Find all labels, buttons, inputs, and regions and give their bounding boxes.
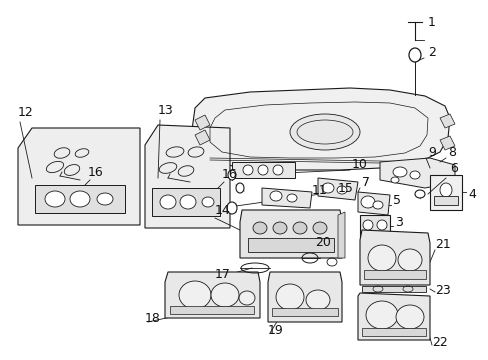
Text: 21: 21 <box>434 238 450 251</box>
Text: 15: 15 <box>337 181 353 194</box>
Text: 1: 1 <box>427 15 435 28</box>
Ellipse shape <box>409 171 419 179</box>
FancyBboxPatch shape <box>363 270 425 279</box>
Ellipse shape <box>286 194 296 202</box>
Polygon shape <box>18 128 140 225</box>
Ellipse shape <box>202 197 214 207</box>
Ellipse shape <box>179 281 210 309</box>
Ellipse shape <box>227 170 236 180</box>
Text: 17: 17 <box>215 269 230 282</box>
Text: 6: 6 <box>449 162 457 175</box>
Ellipse shape <box>275 284 304 310</box>
Ellipse shape <box>97 193 113 205</box>
Ellipse shape <box>321 183 333 193</box>
Polygon shape <box>240 210 341 258</box>
Ellipse shape <box>243 165 252 175</box>
Ellipse shape <box>408 48 420 62</box>
Ellipse shape <box>252 222 266 234</box>
Ellipse shape <box>336 186 346 194</box>
Ellipse shape <box>367 245 395 271</box>
Text: 16: 16 <box>222 168 237 181</box>
Ellipse shape <box>258 165 267 175</box>
Polygon shape <box>262 188 311 208</box>
Ellipse shape <box>272 165 283 175</box>
Ellipse shape <box>397 249 421 271</box>
Ellipse shape <box>392 167 406 177</box>
Text: 9: 9 <box>427 145 435 158</box>
Text: 5: 5 <box>392 194 400 207</box>
Ellipse shape <box>376 220 386 230</box>
FancyBboxPatch shape <box>152 188 220 216</box>
Polygon shape <box>145 125 229 228</box>
Ellipse shape <box>269 191 282 201</box>
Ellipse shape <box>160 195 176 209</box>
FancyBboxPatch shape <box>170 306 253 314</box>
Ellipse shape <box>395 305 423 329</box>
FancyBboxPatch shape <box>433 196 457 205</box>
Text: 10: 10 <box>351 158 367 171</box>
Text: 23: 23 <box>434 284 450 297</box>
Polygon shape <box>439 136 454 150</box>
Ellipse shape <box>390 177 398 183</box>
Ellipse shape <box>226 202 237 214</box>
Ellipse shape <box>360 196 374 208</box>
FancyBboxPatch shape <box>247 238 333 252</box>
Ellipse shape <box>210 283 239 307</box>
Polygon shape <box>195 130 209 145</box>
FancyBboxPatch shape <box>359 215 389 237</box>
Text: 13: 13 <box>158 104 173 117</box>
Polygon shape <box>195 115 209 130</box>
Polygon shape <box>317 178 357 200</box>
Text: 4: 4 <box>467 189 475 202</box>
Ellipse shape <box>372 201 382 209</box>
Ellipse shape <box>439 183 451 197</box>
Text: 19: 19 <box>267 324 283 337</box>
Text: 2: 2 <box>427 45 435 58</box>
Ellipse shape <box>362 220 372 230</box>
FancyBboxPatch shape <box>271 308 337 316</box>
Polygon shape <box>359 230 429 285</box>
Polygon shape <box>337 212 345 258</box>
Text: 7: 7 <box>361 175 369 189</box>
Ellipse shape <box>305 290 329 310</box>
Text: 12: 12 <box>18 105 34 118</box>
Ellipse shape <box>70 191 90 207</box>
FancyBboxPatch shape <box>35 185 125 213</box>
Polygon shape <box>357 192 389 215</box>
Polygon shape <box>439 114 454 128</box>
Text: 18: 18 <box>145 311 161 324</box>
Text: 8: 8 <box>447 145 455 158</box>
Ellipse shape <box>414 190 424 198</box>
Ellipse shape <box>236 183 244 193</box>
Text: 22: 22 <box>431 336 447 348</box>
Ellipse shape <box>289 114 359 150</box>
Ellipse shape <box>180 195 196 209</box>
Text: 16: 16 <box>88 166 103 179</box>
FancyBboxPatch shape <box>361 286 425 292</box>
Text: 20: 20 <box>314 235 330 248</box>
Ellipse shape <box>312 222 326 234</box>
Text: 3: 3 <box>394 216 402 229</box>
Polygon shape <box>357 293 429 340</box>
Polygon shape <box>267 272 341 322</box>
Ellipse shape <box>292 222 306 234</box>
FancyBboxPatch shape <box>361 328 425 336</box>
Polygon shape <box>164 272 260 318</box>
Text: 14: 14 <box>215 203 230 216</box>
Ellipse shape <box>239 291 254 305</box>
Polygon shape <box>192 88 449 170</box>
Ellipse shape <box>45 191 65 207</box>
Text: 11: 11 <box>311 184 327 197</box>
Ellipse shape <box>365 301 397 329</box>
Ellipse shape <box>272 222 286 234</box>
Polygon shape <box>429 175 461 210</box>
Polygon shape <box>379 158 454 188</box>
Polygon shape <box>231 162 294 178</box>
